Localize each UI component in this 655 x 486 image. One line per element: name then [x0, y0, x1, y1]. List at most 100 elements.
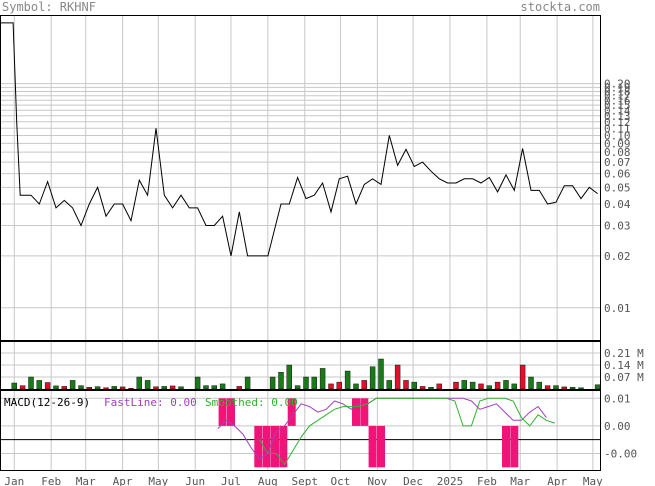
macd-histogram-bar [510, 425, 519, 468]
volume-bar [44, 382, 51, 390]
volume-bar [211, 385, 218, 390]
volume-bar [544, 385, 551, 390]
volume-bar [103, 387, 109, 390]
x-tick-label: Feb [477, 475, 497, 486]
site-label: stockta.com [520, 0, 600, 14]
price-tick-label: 0.04 [604, 198, 631, 211]
volume-bar [136, 376, 143, 390]
volume-bar [303, 376, 309, 390]
macd-frame [0, 390, 601, 471]
volume-bar [519, 364, 526, 390]
volume-bar [344, 370, 351, 390]
volume-bar [478, 383, 484, 390]
volume-bar [169, 385, 176, 390]
volume-bar [569, 387, 576, 390]
x-tick-label: 2025 [437, 475, 464, 486]
macd-title: MACD(12-26-9) [4, 396, 90, 409]
price-tick-label: 0.20 [604, 78, 631, 91]
price-tick-label: 0.15 [604, 99, 631, 112]
macd-panel: 0.01 0.00 -0.00 MACD(12-26-9) FastLine: 0.00… [0, 390, 637, 471]
volume-bar [369, 366, 376, 390]
volume-bar [353, 383, 359, 390]
x-tick-label: Mar [510, 475, 530, 486]
volume-bar [561, 386, 567, 390]
volume-bar [403, 380, 409, 390]
x-tick-label: Jan [4, 475, 24, 486]
volume-bar [319, 368, 326, 390]
price-tick-label: 0.10 [604, 129, 631, 142]
price-tick-label: 0.01 [604, 302, 631, 315]
price-tick-label: 0.03 [604, 220, 631, 233]
x-tick-label: Apr [113, 475, 133, 486]
volume-bar [594, 384, 601, 390]
price-frame [0, 15, 601, 341]
price-tick-label: 0.13 [604, 110, 631, 123]
price-tick-label: 0.11 [604, 122, 631, 135]
volume-bar [28, 376, 34, 390]
macd-tick-label: 0.00 [604, 420, 631, 433]
macd-histogram-bar [287, 398, 296, 426]
macd-tick-label: -0.00 [604, 447, 637, 460]
volume-bar [578, 387, 584, 390]
volume-bar [153, 386, 159, 390]
x-tick-label: Jun [185, 475, 205, 486]
volume-bar [428, 387, 434, 390]
volume-bar [361, 380, 367, 390]
macd-histogram-bar [360, 398, 369, 426]
macd-smoothed-legend: Smoothed: 0.00 [205, 396, 298, 409]
volume-bar [69, 380, 76, 390]
macd-histogram-bar [352, 398, 360, 426]
macd-fastline [217, 397, 547, 460]
x-tick-label: Oct [331, 475, 351, 486]
volume-bar [194, 376, 201, 390]
volume-tick-label: 0.14 M [604, 359, 644, 372]
volume-tick-label: 0.21 M [604, 347, 644, 360]
volume-bar [494, 381, 501, 390]
price-tick-label: 0.08 [604, 146, 631, 159]
volume-bar [11, 382, 18, 390]
volume-bar [78, 385, 84, 390]
volume-bar [386, 380, 392, 390]
price-tick-label: 0.14 [604, 104, 631, 117]
price-tick-label: 0.06 [604, 168, 631, 181]
x-tick-label: May [148, 475, 168, 486]
macd-histogram-bar [377, 425, 385, 468]
macd-histogram-bar [227, 398, 235, 426]
volume-bar [453, 381, 459, 390]
volume-bar [161, 386, 168, 390]
volume-bar [536, 381, 542, 390]
price-tick-label: 0.07 [604, 156, 631, 169]
x-tick-label: Apr [547, 475, 567, 486]
x-tick-label: Feb [41, 475, 61, 486]
volume-bar [469, 381, 476, 390]
x-tick-label: May [583, 475, 603, 486]
volume-bar [311, 376, 317, 390]
macd-fastline-legend: FastLine: 0.00 [104, 396, 197, 409]
x-tick-label: Aug [258, 475, 278, 486]
volume-panel: 0.21 M0.14 M0.07 M [0, 341, 644, 390]
volume-bar [119, 386, 126, 390]
price-tick-label: 0.19 [604, 81, 631, 94]
volume-bar [411, 381, 417, 390]
volume-bar [436, 383, 442, 390]
volume-tick-label: 0.07 M [604, 371, 644, 384]
volume-bar [511, 383, 517, 390]
x-tick-label: Jul [221, 475, 241, 486]
macd-histogram-bar [279, 425, 288, 468]
volume-frame [0, 341, 601, 390]
price-tick-label: 0.16 [604, 94, 631, 107]
volume-bar [128, 388, 134, 390]
macd-smoothed-line [259, 397, 555, 466]
volume-bar [503, 380, 509, 390]
volume-bar [236, 386, 243, 390]
volume-bar [394, 364, 401, 390]
x-tick-label: Nov [367, 475, 387, 486]
volume-bar [144, 380, 151, 390]
price-tick-label: 0.18 [604, 85, 631, 98]
volume-bar [328, 383, 334, 390]
volume-bar [461, 380, 467, 390]
x-tick-label: Mar [76, 475, 96, 486]
macd-histogram-bar [502, 425, 510, 468]
volume-bar [86, 387, 93, 390]
